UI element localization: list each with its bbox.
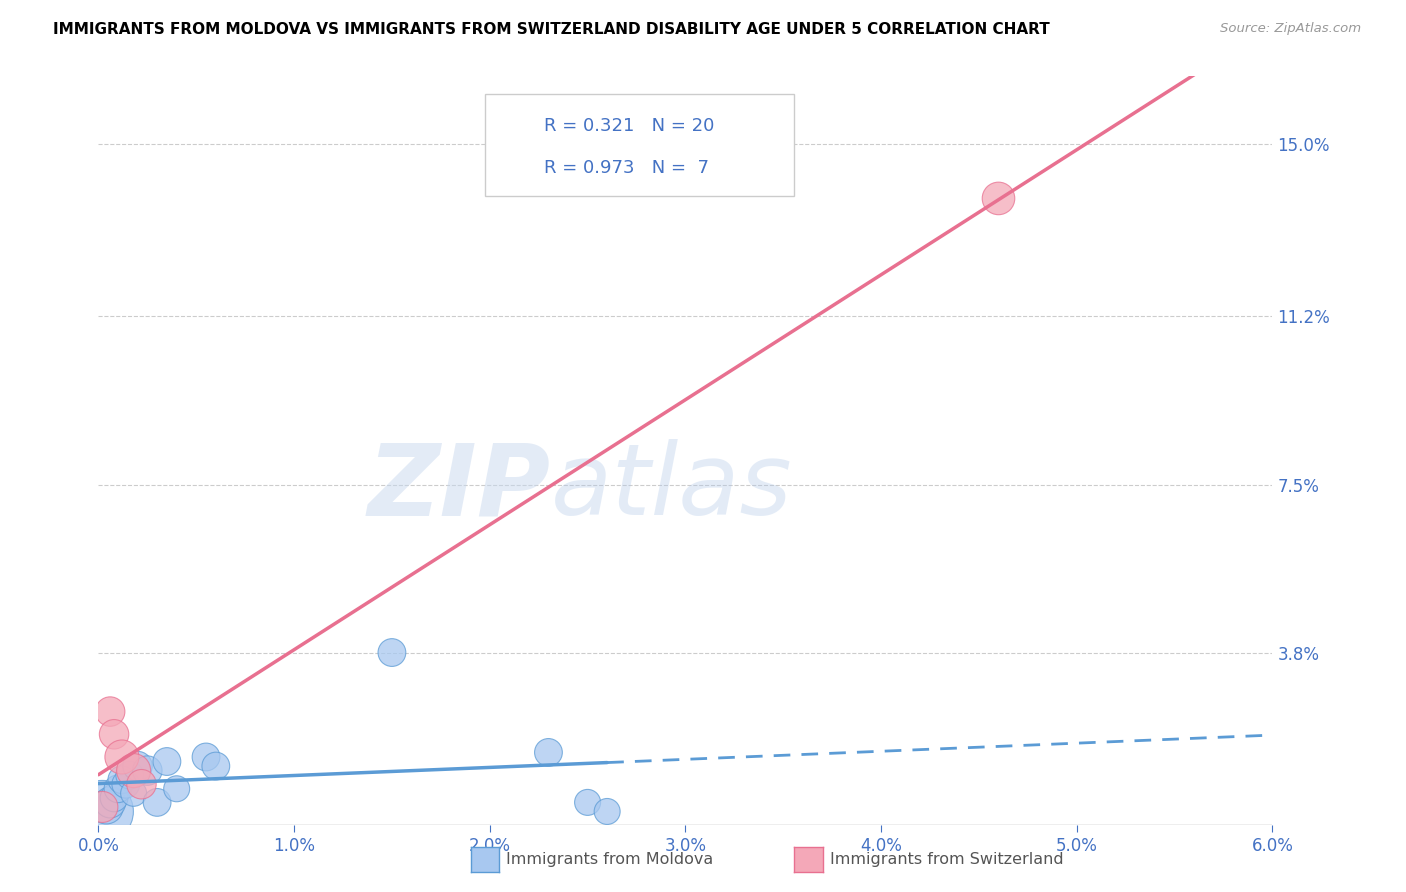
Point <box>127 759 149 773</box>
Point <box>96 800 118 814</box>
Point <box>107 781 129 796</box>
Point <box>122 786 145 800</box>
Text: IMMIGRANTS FROM MOLDOVA VS IMMIGRANTS FROM SWITZERLAND DISABILITY AGE UNDER 5 CO: IMMIGRANTS FROM MOLDOVA VS IMMIGRANTS FR… <box>53 22 1050 37</box>
Point <box>156 755 179 769</box>
Point <box>131 777 153 791</box>
Point <box>537 746 560 760</box>
Point <box>98 705 121 719</box>
Point <box>205 759 228 773</box>
Text: R = 0.973   N =  7: R = 0.973 N = 7 <box>544 159 709 177</box>
Point <box>987 191 1010 205</box>
Point <box>111 772 134 787</box>
Text: Source: ZipAtlas.com: Source: ZipAtlas.com <box>1220 22 1361 36</box>
Point <box>381 646 404 660</box>
Point <box>118 768 141 782</box>
Text: R = 0.321   N = 20: R = 0.321 N = 20 <box>544 118 714 136</box>
Text: Immigrants from Moldova: Immigrants from Moldova <box>506 853 713 867</box>
Point <box>576 796 599 810</box>
Point <box>596 805 619 819</box>
Point <box>195 750 218 764</box>
Point <box>91 800 114 814</box>
Text: atlas: atlas <box>550 440 792 536</box>
Point <box>98 796 121 810</box>
Text: Immigrants from Switzerland: Immigrants from Switzerland <box>830 853 1063 867</box>
Point <box>103 790 125 805</box>
Point <box>111 750 134 764</box>
Point <box>146 796 169 810</box>
Point <box>103 727 125 741</box>
Y-axis label: Disability Age Under 5: Disability Age Under 5 <box>0 365 7 536</box>
Point <box>136 764 159 778</box>
Point <box>91 805 114 819</box>
Point <box>166 781 188 796</box>
Text: ZIP: ZIP <box>367 440 550 536</box>
Point <box>122 764 145 778</box>
Point <box>114 777 136 791</box>
